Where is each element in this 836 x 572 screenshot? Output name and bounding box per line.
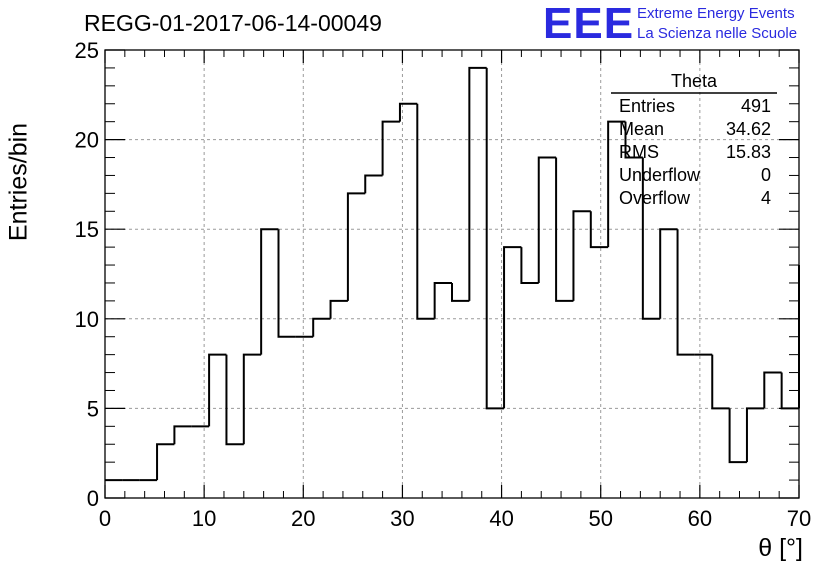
histogram-bin [520,247,539,284]
stats-value: 491 [740,96,771,116]
y-axis-title: Entries/bin [4,122,33,242]
histogram-bin [398,102,418,122]
grid-lines [105,50,799,498]
histogram-bin [346,192,366,301]
stats-label: Overflow [619,188,691,208]
histogram-bin [572,210,591,301]
stats-label: Mean [619,119,665,139]
histogram-bin [537,156,557,283]
plot-frame [104,49,800,499]
histogram-bin [503,246,522,409]
histogram-bin [589,211,609,249]
stats-row-rms: RMS 15.83 [609,141,779,164]
logo-line-2: La Scienza nelle Scuole [637,25,798,42]
histogram-bin [763,371,782,409]
histogram-bin [451,282,470,302]
histogram-bin [659,228,678,319]
stats-row-overflow: Overflow 4 [609,187,779,210]
histogram-bin [745,407,765,463]
x-tick-label: 40 [489,506,513,531]
chart-title: REGG-01-2017-06-14-00049 [84,10,382,36]
histogram-bin [624,121,643,159]
histogram-bin [329,299,348,319]
histogram-bin [156,443,175,481]
histogram-bin [676,229,695,356]
stats-underline [611,92,777,94]
histogram-bin [173,425,192,445]
histogram-bars [105,66,800,482]
stats-row-entries: Entries 491 [609,95,779,118]
x-tick-label: 10 [192,506,216,531]
histogram-bin [312,317,331,337]
x-axis-title: θ [°] [758,534,803,562]
stats-label: Entries [619,96,676,116]
y-tick-label: 10 [75,307,99,332]
y-tick-label: 25 [75,38,99,63]
axis-ticks [104,49,800,499]
x-tick-label: 60 [688,506,712,531]
stats-row-mean: Mean 34.62 [609,118,779,141]
histogram-bin [416,103,435,320]
x-tick-label: 30 [390,506,414,531]
histogram-bin [277,229,296,338]
histogram-bin [711,354,730,410]
stats-label: Underflow [619,165,701,185]
histogram-bin [607,120,626,248]
histogram-bin [485,67,505,410]
x-tick-label: 70 [787,506,811,531]
histogram-bin [260,228,279,355]
y-tick-label: 0 [87,486,99,511]
stats-value: 34.62 [725,119,771,139]
histogram-bin [468,66,487,301]
x-tick-label: 20 [291,506,315,531]
stats-value: 15.83 [725,142,771,162]
y-tick-label: 20 [75,128,99,153]
stats-box: Theta Entries 491 Mean 34.62 RMS 15.83 U… [609,71,779,210]
histogram-bin [641,157,661,320]
stats-title: Theta [670,71,718,91]
x-tick-label: 0 [99,506,111,531]
histogram-bin [381,120,400,176]
stats-value: 4 [760,188,771,208]
histogram-bin [225,354,244,446]
x-tick-label: 50 [588,506,612,531]
eee-logo: EEE [543,0,635,48]
stats-value: 0 [760,165,771,185]
histogram-bin [728,408,747,464]
y-tick-label: 15 [75,217,99,242]
stats-label: RMS [619,142,659,162]
histogram-bin [433,281,452,319]
histogram-bin [364,174,383,194]
histogram-bin [555,157,574,302]
histogram-bin [242,353,262,445]
y-tick-label: 5 [87,396,99,421]
stats-row-underflow: Underflow 0 [609,164,779,187]
logo-line-1: Extreme Energy Events [637,5,795,22]
histogram-bin [208,353,227,427]
